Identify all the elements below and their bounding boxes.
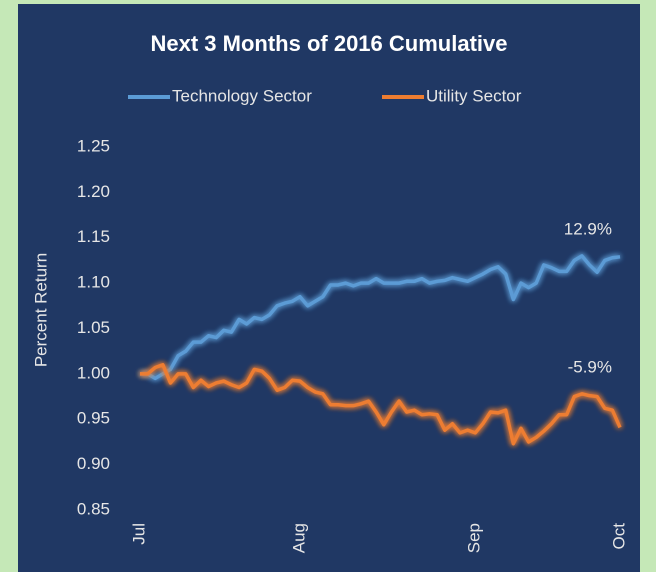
end-label: 12.9% <box>564 219 612 238</box>
series-line <box>140 254 621 381</box>
x-tick-label: Sep <box>465 523 484 553</box>
series-line <box>140 363 622 446</box>
legend-label: Utility Sector <box>426 86 522 105</box>
x-tick-label: Jul <box>129 523 148 545</box>
y-tick-label: 1.15 <box>77 227 110 246</box>
y-tick-label: 1.25 <box>77 136 110 155</box>
y-axis-label: Percent Return <box>31 253 50 367</box>
x-tick-label: Oct <box>609 523 628 550</box>
y-tick-label: 0.90 <box>77 454 110 473</box>
y-tick-label: 1.05 <box>77 318 110 337</box>
y-tick-label: 0.85 <box>77 499 110 518</box>
y-tick-label: 1.00 <box>77 363 110 382</box>
y-tick-label: 1.20 <box>77 182 110 201</box>
legend-label: Technology Sector <box>172 86 312 105</box>
chart-title: Next 3 Months of 2016 Cumulative <box>151 31 508 56</box>
end-label: -5.9% <box>568 357 612 376</box>
y-tick-label: 0.95 <box>77 409 110 428</box>
x-tick-label: Aug <box>289 523 308 553</box>
y-tick-label: 1.10 <box>77 273 110 292</box>
